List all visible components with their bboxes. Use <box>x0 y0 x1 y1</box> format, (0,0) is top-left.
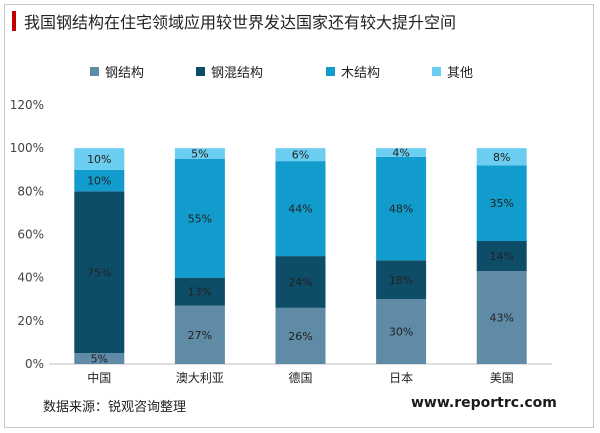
bar-segment <box>476 165 527 241</box>
bar-segment <box>74 191 125 354</box>
data-label: 43% <box>489 312 513 325</box>
bar-segment <box>275 307 326 364</box>
bar-segment <box>376 299 427 364</box>
data-label: 14% <box>489 250 513 263</box>
data-label: 5% <box>91 353 108 366</box>
bar-segment <box>476 240 527 272</box>
legend-swatch-wood <box>326 67 335 76</box>
data-label: 30% <box>389 326 413 339</box>
x-tick-label: 美国 <box>490 371 514 385</box>
x-tick-label: 澳大利亚 <box>176 371 224 385</box>
legend-label-steel-concrete: 钢混结构 <box>211 66 264 81</box>
data-label: 10% <box>87 175 111 188</box>
legend-item-other: 其他 <box>432 62 473 81</box>
bar-segment <box>476 148 527 166</box>
bar-segment <box>275 161 326 257</box>
data-label: 13% <box>188 286 212 299</box>
legend-item-wood: 木结构 <box>326 62 380 81</box>
legend-item-steel-concrete: 钢混结构 <box>196 62 263 81</box>
bar-segment <box>74 148 125 170</box>
legend-swatch-other <box>432 67 441 76</box>
watermark-url: www.reportrc.com <box>411 395 557 411</box>
bar-segment <box>376 260 427 300</box>
legend: 钢结构 钢混结构 木结构 其他 <box>0 62 600 82</box>
y-tick-label: 100% <box>10 141 44 155</box>
bar-segment <box>275 256 326 308</box>
y-tick-label: 40% <box>17 271 44 285</box>
data-label: 8% <box>493 151 510 164</box>
legend-item-steel: 钢结构 <box>90 62 144 81</box>
data-label: 18% <box>389 274 413 287</box>
bar-segment <box>74 169 125 192</box>
data-label: 5% <box>191 148 208 161</box>
data-label: 75% <box>87 266 111 279</box>
legend-label-other: 其他 <box>447 66 474 81</box>
data-label: 26% <box>288 330 312 343</box>
data-label: 10% <box>87 153 111 166</box>
legend-swatch-steel-concrete <box>196 67 205 76</box>
bar-segment <box>174 148 225 159</box>
data-label: 35% <box>489 197 513 210</box>
bar-segment <box>376 148 427 157</box>
legend-label-wood: 木结构 <box>341 66 381 81</box>
bar-segment <box>174 305 225 364</box>
data-label: 48% <box>389 203 413 216</box>
y-tick-label: 120% <box>10 98 44 112</box>
legend-label-steel: 钢结构 <box>105 66 145 81</box>
y-tick-label: 20% <box>17 314 44 328</box>
bar-segment <box>174 277 225 306</box>
data-label: 44% <box>288 203 312 216</box>
y-tick-label: 0% <box>25 357 44 371</box>
x-tick-label: 中国 <box>87 370 111 385</box>
chart-title: 我国钢结构在住宅领域应用较世界发达国家还有较大提升空间 <box>24 13 457 32</box>
title-accent-bar <box>12 11 16 31</box>
data-source: 数据来源：锐观咨询整理 <box>43 400 187 415</box>
bar-segment <box>476 271 527 364</box>
data-label: 6% <box>292 149 309 162</box>
x-tick-label: 日本 <box>389 371 413 385</box>
y-tick-label: 80% <box>17 184 44 198</box>
data-label: 24% <box>288 276 312 289</box>
y-tick-label: 60% <box>17 228 44 242</box>
x-tick-label: 德国 <box>288 370 312 385</box>
bar-segment <box>275 148 326 162</box>
data-label: 55% <box>188 212 212 225</box>
bar-segment <box>74 353 125 364</box>
data-label: 27% <box>188 329 212 342</box>
bar-segment <box>174 158 225 278</box>
data-label: 4% <box>392 146 409 159</box>
legend-swatch-steel <box>90 67 99 76</box>
bar-segment <box>376 156 427 261</box>
title-bar: 我国钢结构在住宅领域应用较世界发达国家还有较大提升空间 <box>12 10 456 32</box>
